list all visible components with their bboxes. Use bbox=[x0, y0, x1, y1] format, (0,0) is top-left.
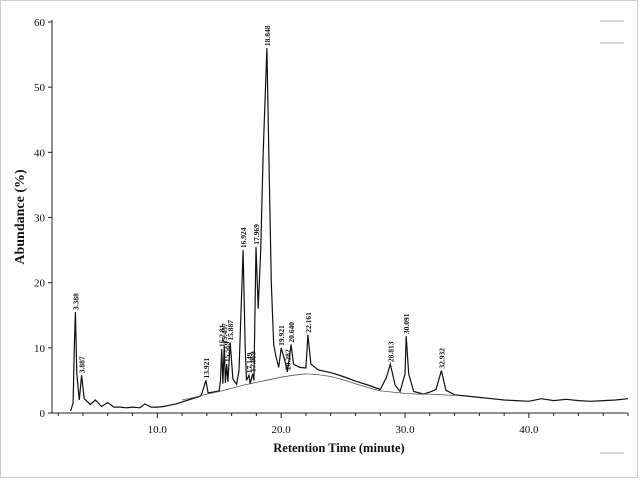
peak-label: 16.924 bbox=[239, 227, 248, 248]
peak-label: 13.921 bbox=[202, 358, 211, 379]
peak-label: 3.388 bbox=[71, 293, 80, 310]
peak-label: 20.282 bbox=[283, 349, 292, 370]
peak-label: 15.569 bbox=[223, 341, 232, 362]
y-axis-title: Abundance (%) bbox=[13, 169, 28, 265]
x-axis-title: Retention Time (minute) bbox=[273, 441, 404, 455]
peak-label: 17.149 bbox=[245, 352, 254, 373]
peak-label: 15.437 bbox=[220, 323, 229, 344]
y-axis-ticks: 0 10 20 30 40 50 60 bbox=[34, 17, 52, 420]
y-tick-label: 10 bbox=[34, 343, 46, 355]
peak-label: 32.932 bbox=[437, 348, 446, 369]
decorative-line bbox=[600, 452, 624, 454]
y-tick-label: 20 bbox=[34, 278, 46, 290]
peak-label: 15.887 bbox=[226, 320, 235, 341]
series-line bbox=[70, 48, 629, 412]
peak-label: 18.848 bbox=[263, 25, 272, 46]
peak-label: 17.069 bbox=[249, 351, 258, 372]
y-tick-label: 0 bbox=[40, 408, 46, 420]
axes bbox=[51, 20, 628, 414]
peak-labels: 3.388 3.887 13.921 15.2 8115.43715.56915.88… bbox=[71, 25, 446, 378]
peak-label: 28.813 bbox=[386, 341, 395, 362]
series-group bbox=[70, 48, 629, 412]
baseline-line bbox=[182, 373, 455, 401]
peak-label: 30.091 bbox=[402, 313, 411, 334]
x-axis-ticks: 10.0 20.0 30.0 40.0 bbox=[57, 413, 629, 436]
x-tick-label: 30.0 bbox=[395, 424, 415, 436]
peak-label: 22.161 bbox=[304, 312, 313, 333]
x-tick-label: 20.0 bbox=[272, 424, 292, 436]
peak-label: 17.969 bbox=[252, 224, 261, 245]
decorative-line bbox=[600, 20, 624, 22]
peak-label: 20.640 bbox=[287, 322, 296, 343]
peak-label: 15.2 81 bbox=[218, 324, 227, 347]
y-tick-label: 60 bbox=[34, 17, 46, 29]
peak-label: 3.887 bbox=[78, 356, 87, 373]
peak-label: 19.921 bbox=[277, 325, 286, 346]
y-tick-label: 50 bbox=[34, 82, 46, 94]
x-tick-label: 40.0 bbox=[519, 424, 539, 436]
y-tick-label: 40 bbox=[34, 147, 46, 159]
y-tick-label: 30 bbox=[34, 213, 46, 225]
x-tick-label: 10.0 bbox=[148, 424, 168, 436]
decorative-line bbox=[600, 42, 624, 44]
